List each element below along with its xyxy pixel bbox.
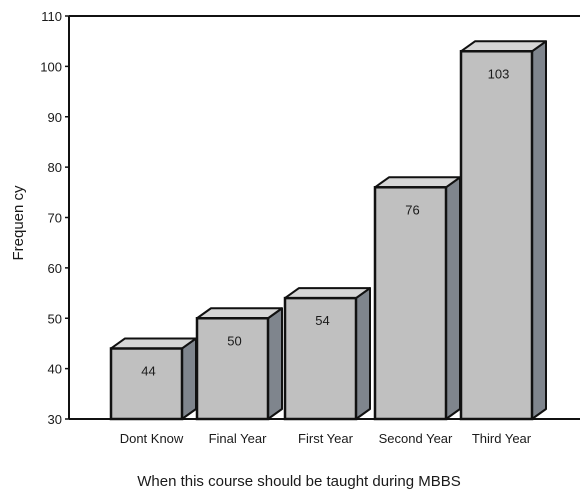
y-tick-label: 60: [48, 261, 62, 276]
x-tick-label: Second Year: [379, 431, 453, 446]
x-tick-label: Third Year: [472, 431, 532, 446]
y-tick-label: 30: [48, 412, 62, 427]
bar-side: [531, 40, 547, 420]
bar-side: [181, 337, 197, 420]
y-tick-label: 80: [48, 160, 62, 175]
bar-first-year: [283, 287, 371, 421]
y-tick-label: 90: [48, 110, 62, 125]
bar-third-year: [459, 40, 547, 421]
bar-top: [374, 176, 461, 189]
data-label: 103: [488, 66, 510, 81]
data-label: 44: [141, 363, 155, 378]
bar-front: [109, 347, 184, 421]
bar-side: [445, 176, 461, 420]
y-tick-label: 100: [40, 59, 62, 74]
bar-front: [373, 186, 448, 421]
bar-front: [283, 296, 358, 421]
x-tick-label: Final Year: [209, 431, 267, 446]
bar-front: [459, 50, 534, 421]
data-label: 54: [315, 313, 329, 328]
bar-top: [196, 307, 283, 320]
y-tick-label: 50: [48, 311, 62, 326]
bar-final-year: [195, 307, 283, 421]
y-tick-label: 40: [48, 362, 62, 377]
y-axis-title: Frequen cy: [10, 185, 27, 261]
labels: 30 40 50 60 70 80 90 100 110 44 Dont Know 50 Final Y…: [40, 9, 532, 446]
bar-side: [355, 287, 371, 420]
bar-top: [110, 337, 197, 350]
x-axis-title: When this course should be taught during…: [137, 473, 461, 490]
x-tick-label: Dont Know: [120, 431, 184, 446]
bar-top: [284, 287, 371, 300]
data-label: 50: [227, 333, 241, 348]
bar-top: [460, 40, 547, 53]
y-tick-label: 110: [41, 9, 62, 24]
y-tick-label: 70: [48, 211, 62, 226]
x-tick-label: First Year: [298, 431, 354, 446]
bar-front: [195, 317, 270, 421]
data-label: 76: [405, 202, 419, 217]
bar-side: [267, 307, 283, 420]
bar-dont-know: [109, 337, 197, 421]
bars: [109, 40, 547, 421]
